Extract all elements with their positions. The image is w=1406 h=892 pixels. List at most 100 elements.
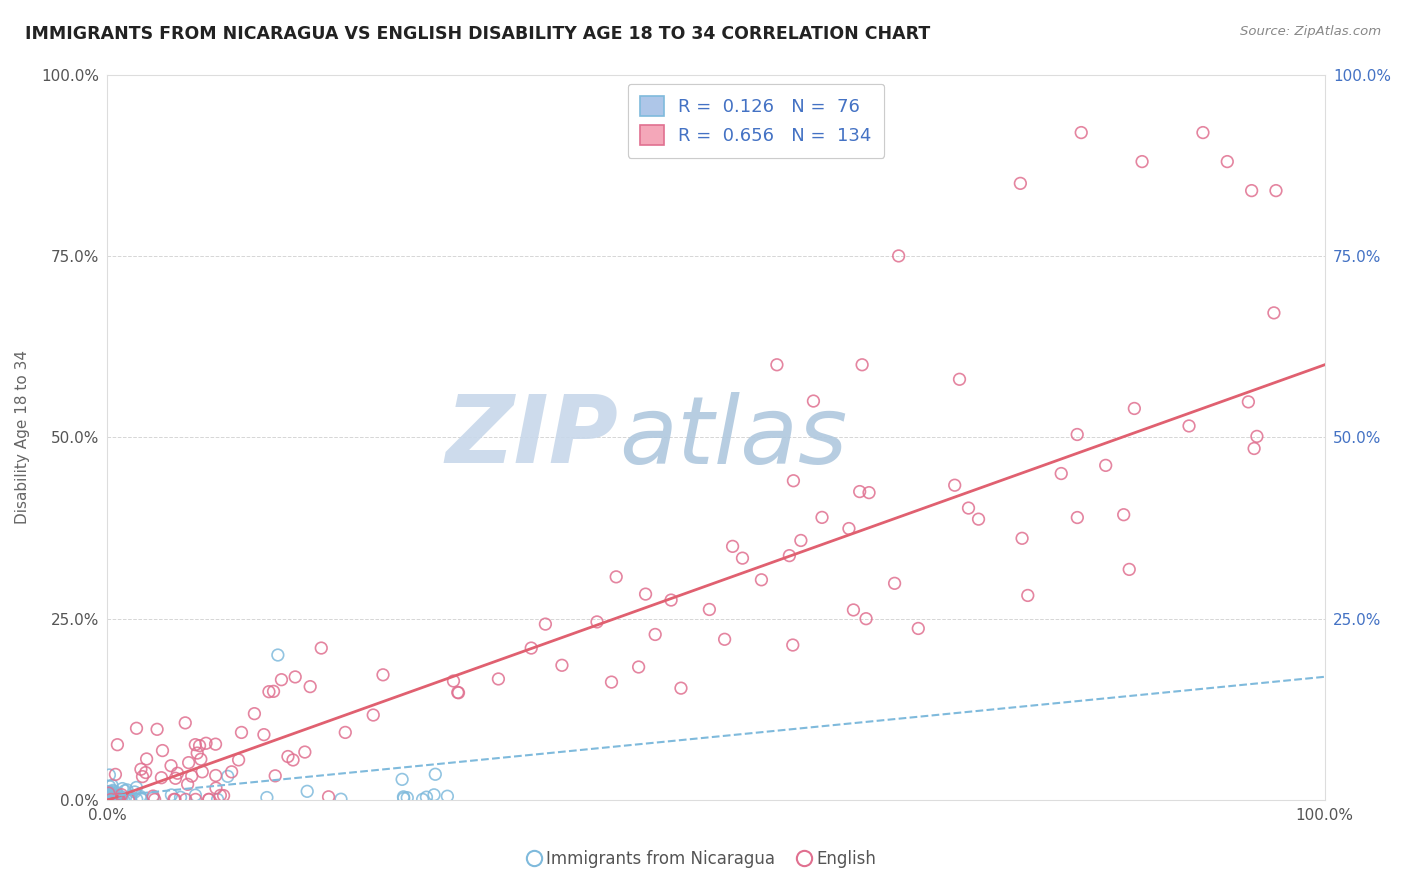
Point xyxy=(423,788,446,802)
Point xyxy=(124,785,146,799)
Point xyxy=(111,790,134,805)
Point xyxy=(277,749,299,764)
Point xyxy=(257,684,280,698)
Point xyxy=(887,249,910,263)
Point xyxy=(101,778,124,792)
Point xyxy=(267,648,290,662)
Point xyxy=(520,641,543,656)
Point xyxy=(858,485,880,500)
Point xyxy=(100,792,122,806)
Point xyxy=(98,768,121,782)
Point xyxy=(270,673,292,687)
Point xyxy=(713,632,735,647)
Point xyxy=(217,769,239,783)
Point xyxy=(443,673,465,688)
Point xyxy=(97,785,120,799)
Point xyxy=(1246,429,1268,443)
Point xyxy=(391,772,413,787)
Point xyxy=(98,784,121,798)
Point xyxy=(104,767,127,781)
Point xyxy=(100,786,122,800)
Point xyxy=(396,790,419,805)
Point xyxy=(107,789,129,803)
Point xyxy=(447,685,470,699)
Point xyxy=(169,790,191,805)
Point xyxy=(125,780,148,795)
Point xyxy=(295,784,318,798)
Point xyxy=(243,706,266,721)
Point xyxy=(97,791,120,805)
Point xyxy=(146,723,169,737)
Point xyxy=(627,660,650,674)
Point xyxy=(97,791,120,805)
Point xyxy=(967,512,990,526)
Point xyxy=(97,784,120,798)
Point xyxy=(120,792,142,806)
Point xyxy=(1070,126,1092,140)
Point xyxy=(135,765,157,780)
Point xyxy=(803,394,825,409)
Point xyxy=(644,627,666,641)
Point xyxy=(107,792,129,806)
Point xyxy=(811,510,834,524)
Point xyxy=(957,501,980,516)
Text: ZIP: ZIP xyxy=(446,392,619,483)
Point xyxy=(107,738,129,752)
Point xyxy=(135,752,157,766)
Point xyxy=(129,789,152,804)
Point xyxy=(110,792,132,806)
Point xyxy=(551,658,574,673)
Point xyxy=(721,540,744,554)
Point xyxy=(1010,177,1032,191)
Point xyxy=(150,771,173,785)
Point xyxy=(415,790,437,805)
Point xyxy=(104,791,127,805)
Point xyxy=(101,783,124,797)
Point xyxy=(209,789,232,803)
Point xyxy=(105,792,128,806)
Point xyxy=(212,789,235,803)
Point xyxy=(115,783,138,797)
Point xyxy=(204,737,226,751)
Point xyxy=(131,770,153,784)
Point xyxy=(117,792,139,806)
Point xyxy=(174,715,197,730)
Point xyxy=(105,786,128,800)
Point xyxy=(1240,184,1263,198)
Point xyxy=(125,792,148,806)
Point xyxy=(125,721,148,735)
Point xyxy=(309,641,332,656)
Point xyxy=(1118,562,1140,576)
Point xyxy=(143,792,166,806)
Point xyxy=(131,791,153,805)
Point xyxy=(281,753,304,767)
Point xyxy=(195,736,218,750)
Point xyxy=(1263,306,1285,320)
Point xyxy=(129,762,152,776)
Point xyxy=(253,728,276,742)
Point xyxy=(447,686,470,700)
Point xyxy=(842,603,865,617)
Point xyxy=(97,789,120,804)
Point xyxy=(534,617,557,632)
Point xyxy=(98,780,121,794)
Point xyxy=(790,533,813,548)
Point xyxy=(184,738,207,752)
Point xyxy=(1192,126,1215,140)
Point xyxy=(188,739,211,753)
Point xyxy=(855,612,877,626)
Point xyxy=(392,791,415,805)
Point xyxy=(198,792,221,806)
Point xyxy=(412,792,434,806)
Point xyxy=(101,790,124,805)
Point xyxy=(107,792,129,806)
Point xyxy=(1216,154,1239,169)
Point xyxy=(114,783,136,797)
Point xyxy=(1178,419,1201,434)
Text: IMMIGRANTS FROM NICARAGUA VS ENGLISH DISABILITY AGE 18 TO 34 CORRELATION CHART: IMMIGRANTS FROM NICARAGUA VS ENGLISH DIS… xyxy=(25,25,931,43)
Point xyxy=(1123,401,1146,416)
Point xyxy=(112,792,135,806)
Point xyxy=(180,769,202,783)
Point xyxy=(883,576,905,591)
Point xyxy=(110,788,132,802)
